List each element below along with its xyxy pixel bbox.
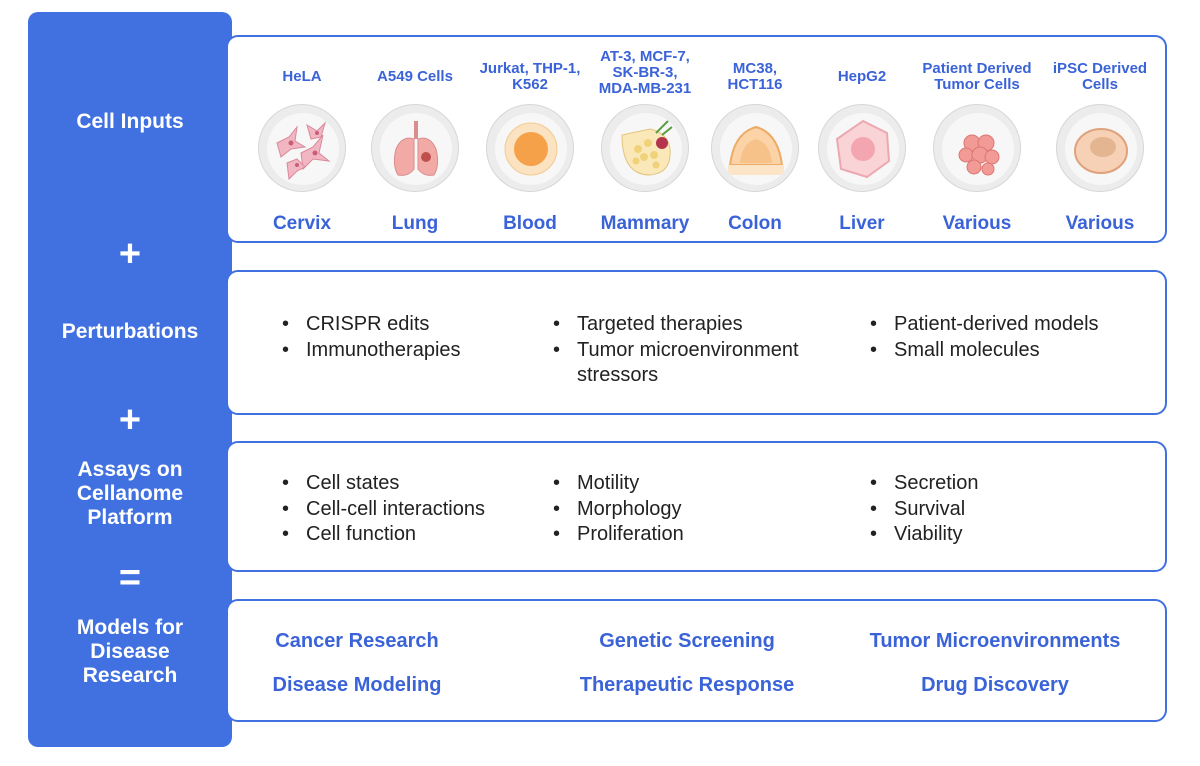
model-item: Cancer Research bbox=[275, 630, 439, 652]
cell-organ-label: Colon bbox=[728, 213, 782, 234]
cell-organ-label: Various bbox=[942, 213, 1012, 234]
cell-organ-label: Blood bbox=[503, 213, 557, 234]
category-sidebar bbox=[28, 12, 232, 747]
model-item: Drug Discovery bbox=[921, 674, 1069, 696]
cell-line-name: HepG2 bbox=[837, 68, 887, 85]
list-item: Viability bbox=[868, 522, 979, 548]
plus-operator: + bbox=[118, 399, 142, 441]
cell-line-name: Patient Derived Tumor Cells bbox=[922, 60, 1032, 93]
models-panel bbox=[226, 599, 1167, 722]
model-item: Therapeutic Response bbox=[579, 674, 795, 696]
cell-line-name: AT-3, MCF-7, SK-BR-3, MDA-MB-231 bbox=[598, 48, 692, 97]
liver-cell-icon bbox=[818, 104, 906, 192]
hela-cells-icon bbox=[258, 104, 346, 192]
list-item: Proliferation bbox=[551, 522, 684, 548]
models-label: Models for Disease Research bbox=[76, 616, 184, 687]
list-item: Cell states bbox=[280, 471, 485, 497]
cell-organ-label: Various bbox=[1065, 213, 1135, 234]
cell-inputs-label: Cell Inputs bbox=[76, 110, 184, 133]
list-item: Immunotherapies bbox=[280, 338, 461, 364]
list-item: Morphology bbox=[551, 497, 684, 523]
perturbations-list: Targeted therapies Tumor microenvironmen… bbox=[551, 312, 799, 389]
mammary-gland-icon bbox=[601, 104, 689, 192]
cell-organ-label: Lung bbox=[391, 213, 439, 234]
list-item: Secretion bbox=[868, 471, 979, 497]
cell-line-name: A549 Cells bbox=[377, 68, 453, 85]
perturbations-list: Patient-derived models Small molecules bbox=[868, 312, 1099, 363]
perturbations-list: CRISPR edits Immunotherapies bbox=[280, 312, 461, 363]
perturbations-label: Perturbations bbox=[61, 320, 199, 343]
cell-organ-label: Mammary bbox=[600, 213, 690, 234]
tumor-cells-icon bbox=[933, 104, 1021, 192]
model-item: Disease Modeling bbox=[272, 674, 442, 696]
cell-organ-label: Cervix bbox=[272, 213, 332, 234]
cell-line-name: MC38, HCT116 bbox=[727, 60, 783, 93]
list-item: Patient-derived models bbox=[868, 312, 1099, 338]
assays-list: Cell states Cell-cell interactions Cell … bbox=[280, 471, 485, 548]
model-item: Tumor Microenvironments bbox=[869, 630, 1121, 652]
list-item: CRISPR edits bbox=[280, 312, 461, 338]
list-item: Targeted therapies bbox=[551, 312, 799, 338]
equals-operator: = bbox=[118, 557, 142, 599]
assays-list: Motility Morphology Proliferation bbox=[551, 471, 684, 548]
cell-line-name: Jurkat, THP-1, K562 bbox=[479, 60, 581, 93]
list-item: Small molecules bbox=[868, 338, 1099, 364]
list-item: Tumor microenvironment stressors bbox=[551, 338, 799, 389]
blood-cell-icon bbox=[486, 104, 574, 192]
assays-label: Assays on Cellanome Platform bbox=[76, 458, 184, 529]
list-item: Cell function bbox=[280, 522, 485, 548]
list-item: Cell-cell interactions bbox=[280, 497, 485, 523]
cell-line-name: HeLA bbox=[282, 68, 322, 85]
colon-icon bbox=[711, 104, 799, 192]
list-item: Survival bbox=[868, 497, 979, 523]
list-item: Motility bbox=[551, 471, 684, 497]
ipsc-cell-icon bbox=[1056, 104, 1144, 192]
plus-operator: + bbox=[118, 233, 142, 275]
assays-list: Secretion Survival Viability bbox=[868, 471, 979, 548]
model-item: Genetic Screening bbox=[599, 630, 775, 652]
lung-icon bbox=[371, 104, 459, 192]
cell-line-name: iPSC Derived Cells bbox=[1052, 60, 1148, 93]
cell-organ-label: Liver bbox=[839, 213, 885, 234]
